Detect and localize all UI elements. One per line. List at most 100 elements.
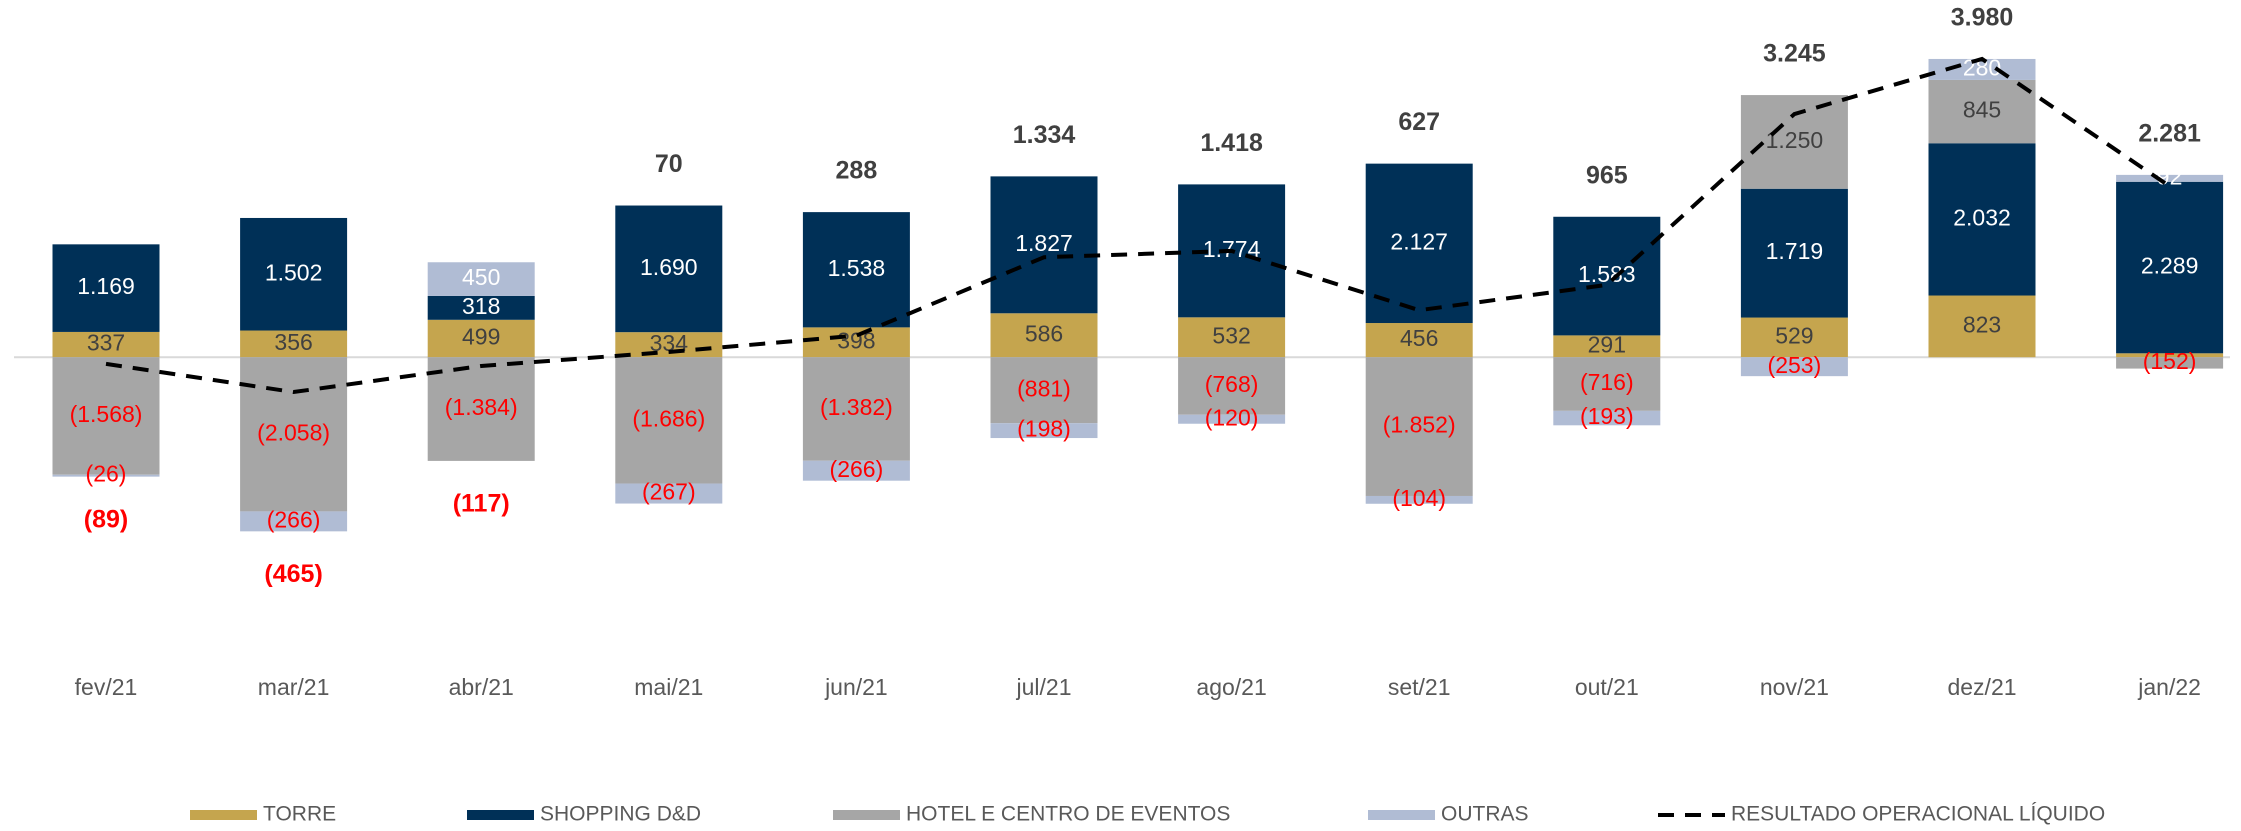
x-tick-label: jul/21 xyxy=(1016,674,1072,700)
data-label: (2.058) xyxy=(257,419,330,445)
x-tick-label: mai/21 xyxy=(634,674,703,700)
data-label: (1.686) xyxy=(632,405,705,431)
bar-segment xyxy=(240,511,348,532)
legend-label: OUTRAS xyxy=(1441,803,1529,826)
bar-segment xyxy=(1178,414,1286,424)
data-label: 1.827 xyxy=(1015,230,1073,256)
data-label: (152) xyxy=(2143,348,2197,374)
x-tick-label: ago/21 xyxy=(1196,674,1266,700)
bar-segment xyxy=(990,423,1098,439)
bar-segment xyxy=(1553,335,1661,358)
data-label: 2.032 xyxy=(1953,204,2011,230)
legend-label: SHOPPING D&D xyxy=(540,803,701,826)
total-label: 288 xyxy=(836,157,878,185)
bar-segment xyxy=(615,357,723,484)
bar-segment xyxy=(1553,216,1661,336)
data-label: 356 xyxy=(274,329,312,355)
data-label: 1.502 xyxy=(265,259,323,285)
bar-segment xyxy=(52,357,160,475)
bar-segment xyxy=(240,357,348,512)
total-label: 3.245 xyxy=(1763,40,1826,68)
data-label: 1.538 xyxy=(828,255,886,281)
data-label: (1.382) xyxy=(820,394,893,420)
data-label: 450 xyxy=(462,264,500,290)
total-label: 1.334 xyxy=(1013,121,1076,149)
total-label: 965 xyxy=(1586,161,1628,189)
bar-segment xyxy=(427,295,535,320)
bar-segment xyxy=(802,357,910,461)
bar-segment xyxy=(615,483,723,504)
bar-segment xyxy=(427,357,535,461)
data-label: 1.583 xyxy=(1578,261,1636,287)
bar-segment xyxy=(1740,95,1848,189)
data-label: 823 xyxy=(1963,311,2001,337)
x-tick-label: dez/21 xyxy=(1947,674,2016,700)
data-label: (1.384) xyxy=(445,394,518,420)
data-label: (120) xyxy=(1205,404,1259,430)
bar-segment xyxy=(52,244,160,332)
data-label: (26) xyxy=(86,461,127,487)
data-label: 291 xyxy=(1588,331,1626,357)
bar-segment xyxy=(1553,410,1661,426)
data-label: 318 xyxy=(462,293,500,319)
total-label: 3.980 xyxy=(1951,4,2014,32)
legend-swatch xyxy=(833,810,900,820)
x-tick-label: out/21 xyxy=(1575,674,1639,700)
data-label: 337 xyxy=(87,330,125,356)
bar-segment xyxy=(1365,163,1473,324)
total-label: 2.281 xyxy=(2138,119,2201,147)
bar-segment xyxy=(240,330,348,358)
data-label: (1.852) xyxy=(1383,412,1456,438)
data-label: (881) xyxy=(1017,375,1071,401)
data-label: 532 xyxy=(1212,322,1250,348)
bar-segment xyxy=(2116,181,2224,354)
bar-segment xyxy=(1178,317,1286,358)
bar-segment xyxy=(1928,295,2036,358)
data-label: (768) xyxy=(1205,371,1259,397)
data-label: 1.690 xyxy=(640,254,698,280)
total-label: 70 xyxy=(655,150,683,178)
bar-segment xyxy=(2116,357,2224,369)
x-tick-label: fev/21 xyxy=(75,674,138,700)
bar-segment xyxy=(1740,357,1848,377)
x-tick-label: abr/21 xyxy=(449,674,514,700)
bar-segment xyxy=(1928,143,2036,296)
bar-segment xyxy=(240,217,348,331)
bar-segment xyxy=(1365,357,1473,496)
data-label: (1.568) xyxy=(70,401,143,427)
bar-segment xyxy=(2116,174,2224,182)
data-label: (267) xyxy=(642,479,696,505)
bar-segment xyxy=(990,357,1098,424)
bar-segment xyxy=(2116,353,2224,358)
data-label: (104) xyxy=(1392,485,1446,511)
total-label: (465) xyxy=(264,560,322,588)
legend-swatch xyxy=(190,810,257,820)
total-label: 1.418 xyxy=(1200,129,1263,157)
x-tick-label: nov/21 xyxy=(1760,674,1829,700)
x-tick-label: jun/21 xyxy=(824,674,888,700)
bar-segment xyxy=(615,205,723,333)
x-tick-label: mar/21 xyxy=(258,674,330,700)
x-tick-label: set/21 xyxy=(1388,674,1451,700)
data-label: 2.289 xyxy=(2141,253,2199,279)
bar-segment xyxy=(427,262,535,296)
bar-segment xyxy=(802,327,910,358)
total-label: (89) xyxy=(84,505,128,533)
bar-segment xyxy=(1740,317,1848,358)
bar-segment xyxy=(427,319,535,358)
legend-swatch xyxy=(467,810,534,820)
bar-segment xyxy=(1928,79,2036,144)
data-label: (266) xyxy=(267,506,321,532)
data-label: (716) xyxy=(1580,369,1634,395)
line-series xyxy=(105,56,2171,395)
bar-segment xyxy=(1553,357,1661,411)
bar-segment xyxy=(990,176,1098,314)
legend-label: HOTEL E CENTRO DE EVENTOS xyxy=(906,803,1230,826)
bar-segment xyxy=(1740,188,1848,318)
bar-segment xyxy=(1928,58,2036,80)
data-label: 586 xyxy=(1025,320,1063,346)
legend-label: TORRE xyxy=(263,803,336,826)
total-label: (117) xyxy=(453,490,510,518)
bar-segment xyxy=(1365,495,1473,504)
bar-segment xyxy=(1178,357,1286,415)
